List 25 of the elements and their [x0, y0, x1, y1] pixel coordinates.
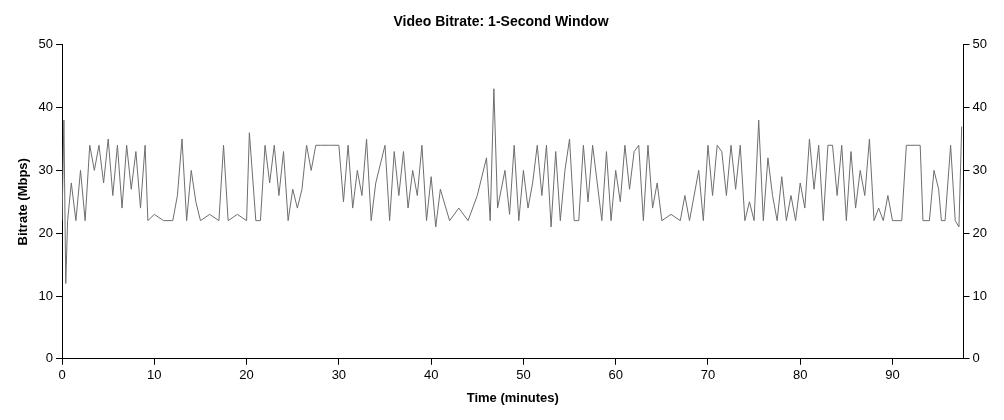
- y2-tick-label: 30: [972, 161, 988, 177]
- x-tick-label: 80: [792, 367, 808, 383]
- y-tick-label: 30: [38, 161, 54, 177]
- y-tick-label: 10: [38, 287, 54, 303]
- x-tick-label: 60: [608, 367, 623, 383]
- y2-tick-label: 0: [972, 350, 980, 366]
- x-tick-label: 10: [147, 367, 162, 383]
- x-tick-label: 90: [885, 367, 900, 383]
- y-tick-label: 20: [38, 224, 54, 240]
- x-axis-title: Time (minutes): [466, 389, 559, 405]
- y2-tick-label: 20: [972, 224, 988, 240]
- y-tick-label: 40: [38, 99, 54, 115]
- x-tick-label: 0: [58, 367, 66, 383]
- y-tick-label: 0: [45, 350, 54, 366]
- y2-tick-label: 10: [972, 287, 988, 303]
- x-tick-label: 70: [700, 367, 716, 383]
- y-tick-label: 50: [38, 36, 54, 52]
- x-tick-label: 30: [331, 367, 347, 383]
- y-axis-title: Bitrate (Mbps): [15, 158, 31, 246]
- chart-title: Video Bitrate: 1-Second Window: [393, 13, 609, 30]
- x-tick-label: 20: [239, 367, 254, 383]
- y2-tick-label: 40: [972, 99, 988, 115]
- x-tick-label: 50: [516, 367, 531, 383]
- y2-tick-label: 50: [972, 36, 988, 52]
- x-tick-label: 40: [423, 367, 439, 383]
